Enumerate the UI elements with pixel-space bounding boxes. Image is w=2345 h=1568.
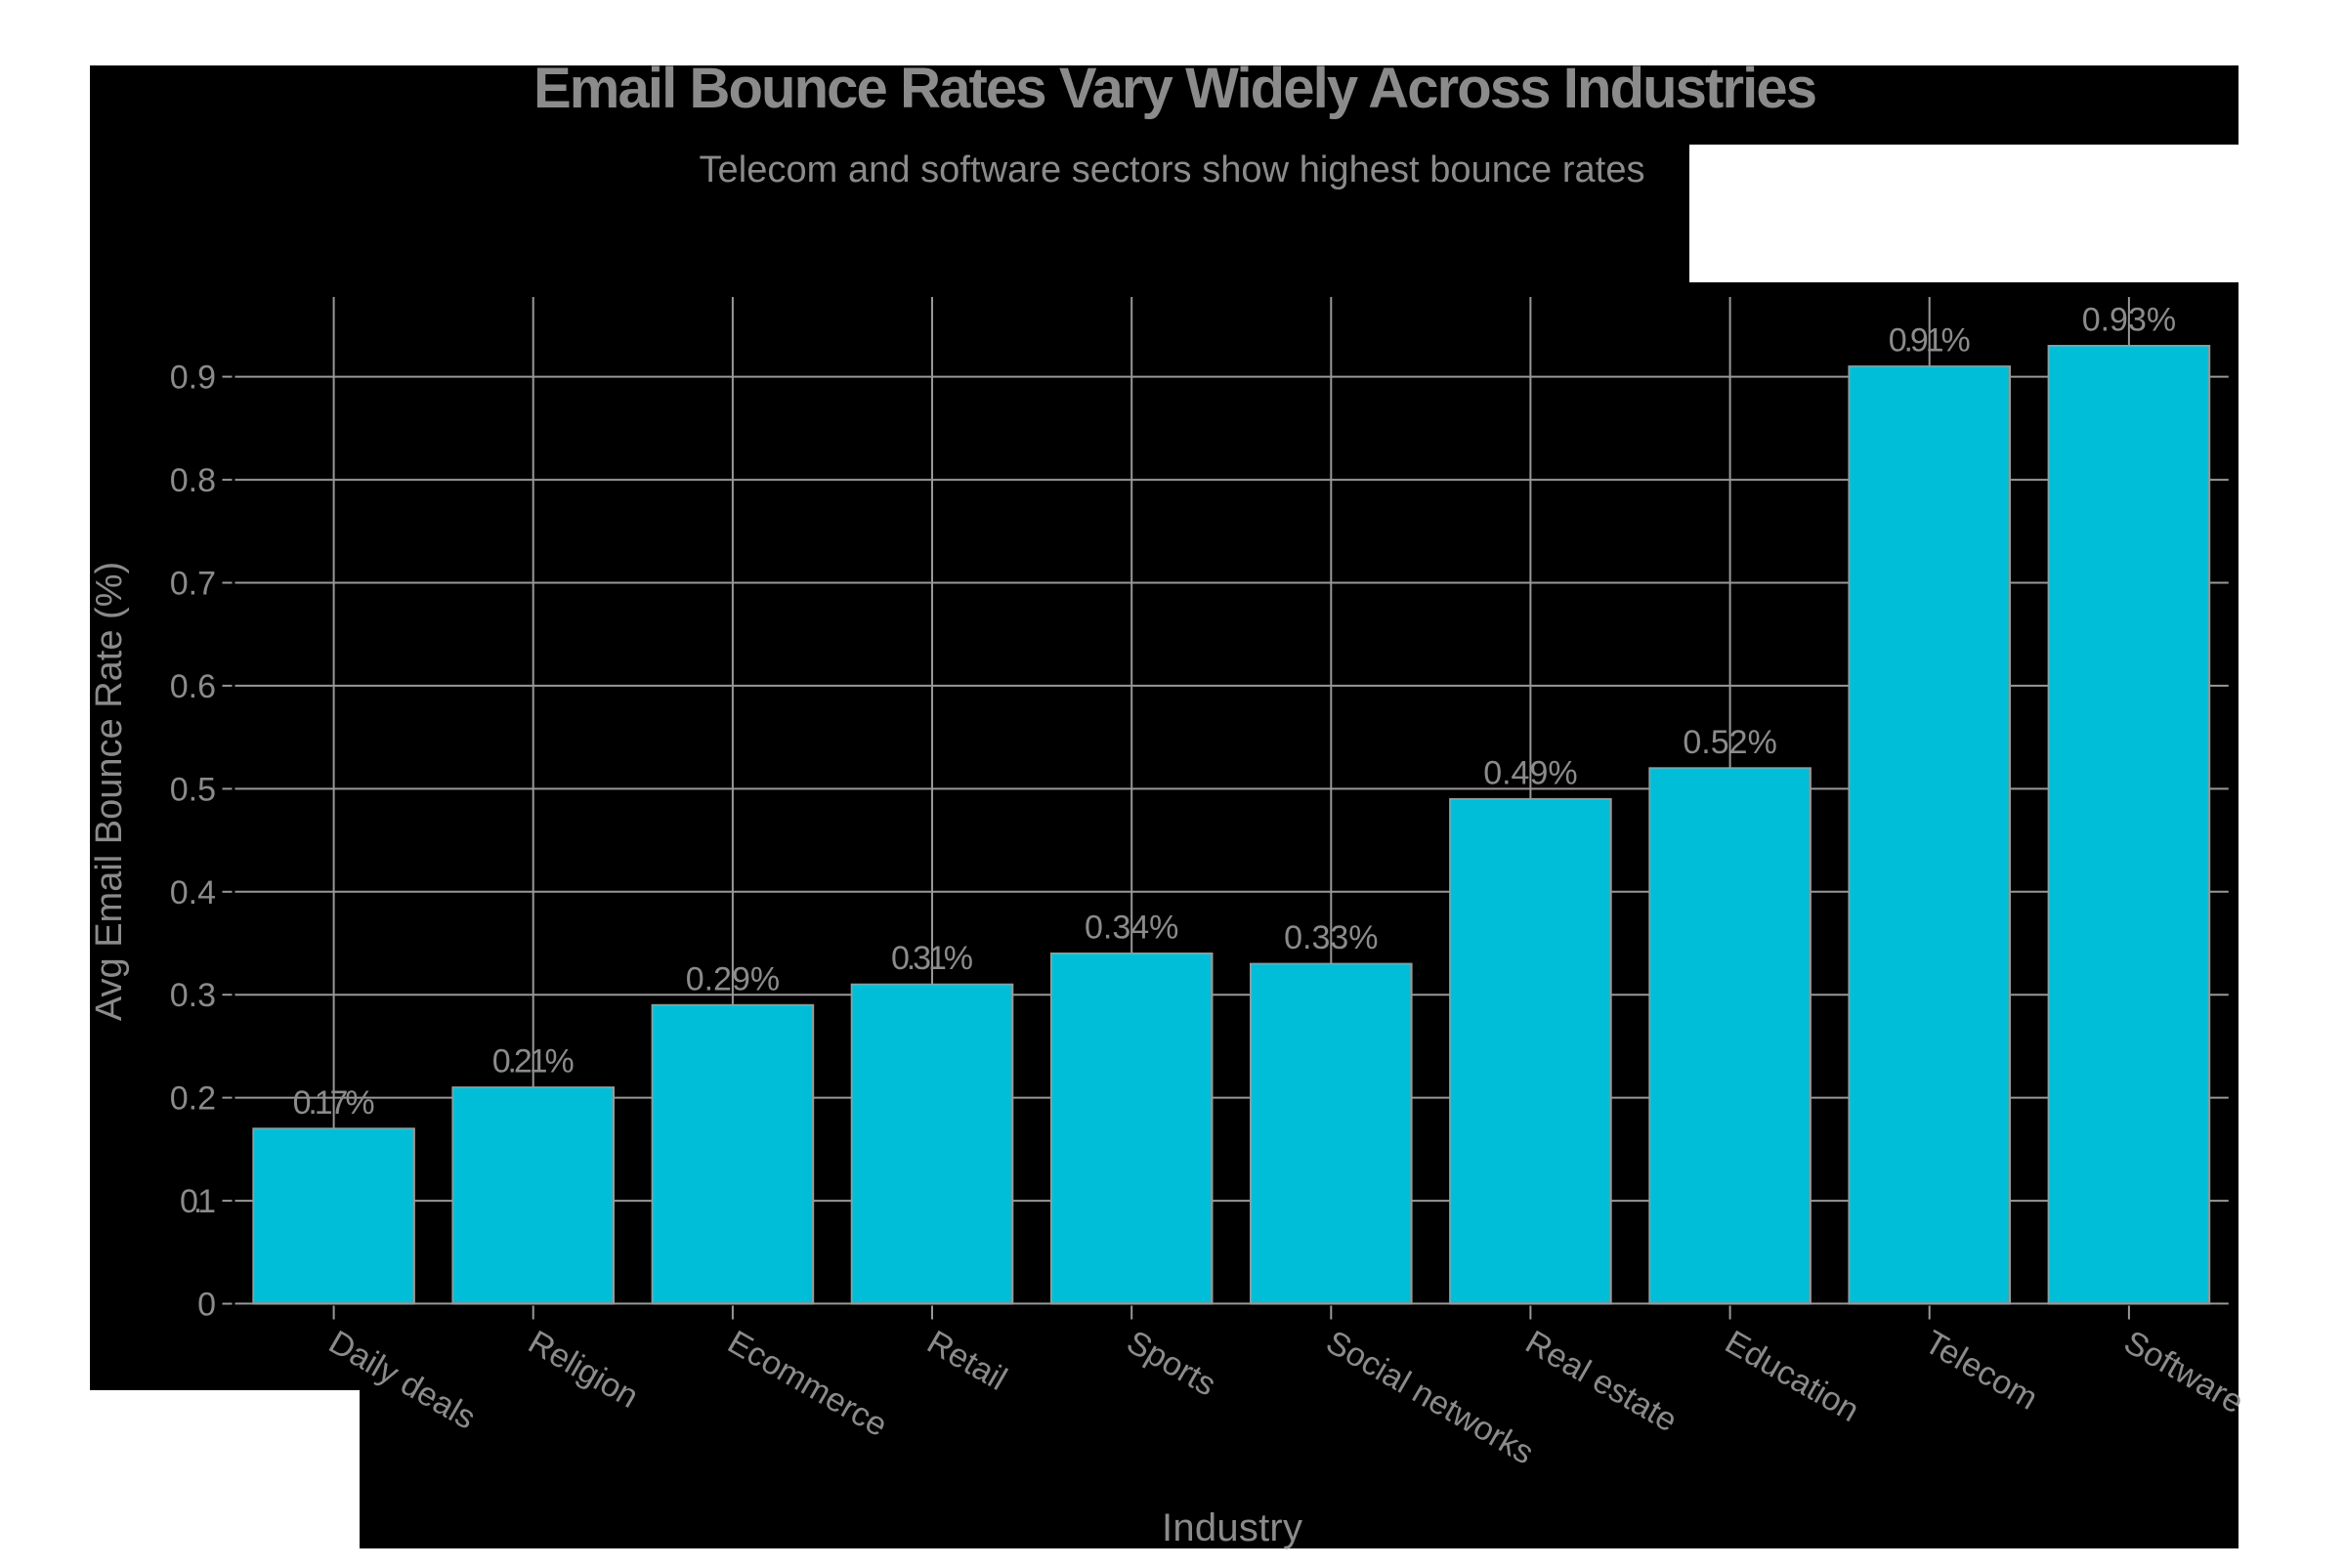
svg-text:0.3: 0.3 [170, 977, 216, 1014]
svg-text:0.93%: 0.93% [2082, 302, 2176, 339]
svg-text:0.29%: 0.29% [686, 960, 780, 997]
svg-text:0.7: 0.7 [170, 566, 216, 603]
svg-text:0.21%: 0.21% [492, 1043, 575, 1081]
svg-text:Industry: Industry [1162, 1506, 1302, 1549]
svg-text:0.33%: 0.33% [1284, 919, 1378, 956]
svg-text:0.17%: 0.17% [293, 1084, 375, 1122]
svg-text:Telecom and software sectors s: Telecom and software sectors show highes… [700, 149, 1645, 191]
svg-text:0.91%: 0.91% [1889, 322, 1971, 360]
svg-text:0.5: 0.5 [170, 771, 216, 808]
svg-text:0.2: 0.2 [170, 1081, 216, 1118]
svg-text:0.6: 0.6 [170, 668, 216, 705]
svg-text:0.34%: 0.34% [1085, 910, 1178, 947]
svg-text:0.52%: 0.52% [1683, 724, 1776, 761]
svg-text:Email Bounce Rates Vary Widely: Email Bounce Rates Vary Widely Across In… [533, 57, 1817, 120]
svg-text:0.1: 0.1 [180, 1183, 216, 1220]
svg-text:0.9: 0.9 [170, 360, 216, 397]
svg-text:0.4: 0.4 [170, 874, 216, 911]
svg-text:0: 0 [197, 1287, 216, 1324]
svg-text:0.49%: 0.49% [1483, 754, 1577, 791]
svg-text:0.8: 0.8 [170, 462, 216, 499]
svg-text:Avg Email Bounce Rate (%): Avg Email Bounce Rate (%) [89, 562, 130, 1021]
svg-text:0.31%: 0.31% [891, 940, 973, 977]
